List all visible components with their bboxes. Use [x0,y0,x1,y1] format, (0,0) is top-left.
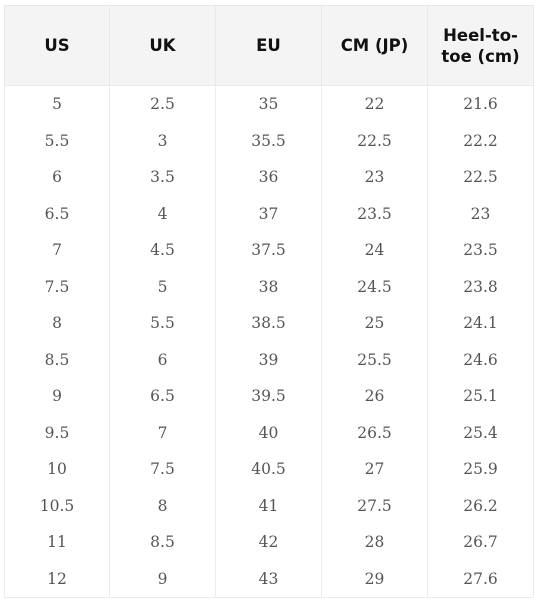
cell-heel-to-toe: 24.1 [427,305,534,342]
cell-heel-to-toe: 26.2 [427,487,534,524]
cell-uk: 5.5 [109,305,216,342]
cell-cm-jp: 26 [321,378,428,415]
cell-eu: 40.5 [215,451,322,488]
size-chart-header: US UK EU CM (JP) Heel-to-toe (cm) [4,5,534,86]
cell-us: 12 [4,560,110,598]
cell-uk: 8.5 [109,524,216,561]
cell-us: 7.5 [4,268,110,305]
cell-uk: 4.5 [109,232,216,269]
cell-us: 5 [4,85,110,123]
cell-uk: 2.5 [109,85,216,123]
cell-uk: 8 [109,487,216,524]
cell-uk: 7.5 [109,451,216,488]
header-us: US [4,5,110,86]
cell-eu: 39 [215,341,322,378]
cell-uk: 4 [109,195,216,232]
cell-us: 9 [4,378,110,415]
table-row: 7 4.5 37.5 24 23.5 [4,232,534,269]
size-chart-body: 5 2.5 35 22 21.6 5.5 3 35.5 22.5 22.2 6 3.5 36 23 22.5… [4,85,534,598]
cell-uk: 5 [109,268,216,305]
cell-us: 6.5 [4,195,110,232]
table-row: 6 3.5 36 23 22.5 [4,159,534,196]
cell-cm-jp: 23.5 [321,195,428,232]
cell-heel-to-toe: 23 [427,195,534,232]
cell-cm-jp: 22 [321,85,428,123]
table-row: 7.5 5 38 24.5 23.8 [4,268,534,305]
cell-cm-jp: 23 [321,159,428,196]
cell-us: 11 [4,524,110,561]
table-row: 9 6.5 39.5 26 25.1 [4,378,534,415]
cell-heel-to-toe: 23.5 [427,232,534,269]
cell-eu: 36 [215,159,322,196]
cell-us: 8 [4,305,110,342]
cell-cm-jp: 26.5 [321,414,428,451]
cell-uk: 3 [109,122,216,159]
size-chart-table: US UK EU CM (JP) Heel-to-toe (cm) 5 2.5 35… [4,5,534,598]
cell-heel-to-toe: 22.5 [427,159,534,196]
cell-eu: 39.5 [215,378,322,415]
header-row: US UK EU CM (JP) Heel-to-toe (cm) [4,5,534,86]
cell-eu: 40 [215,414,322,451]
cell-eu: 38.5 [215,305,322,342]
table-row: 5 2.5 35 22 21.6 [4,85,534,123]
cell-us: 9.5 [4,414,110,451]
table-row: 11 8.5 42 28 26.7 [4,524,534,561]
cell-uk: 7 [109,414,216,451]
cell-us: 6 [4,159,110,196]
cell-us: 8.5 [4,341,110,378]
cell-heel-to-toe: 22.2 [427,122,534,159]
cell-cm-jp: 29 [321,560,428,598]
cell-cm-jp: 24 [321,232,428,269]
cell-cm-jp: 27 [321,451,428,488]
cell-eu: 37 [215,195,322,232]
cell-uk: 6 [109,341,216,378]
cell-heel-to-toe: 21.6 [427,85,534,123]
cell-cm-jp: 25.5 [321,341,428,378]
cell-heel-to-toe: 25.9 [427,451,534,488]
cell-heel-to-toe: 27.6 [427,560,534,598]
cell-eu: 42 [215,524,322,561]
cell-heel-to-toe: 23.8 [427,268,534,305]
cell-uk: 6.5 [109,378,216,415]
cell-cm-jp: 28 [321,524,428,561]
cell-eu: 35.5 [215,122,322,159]
cell-us: 10.5 [4,487,110,524]
cell-uk: 3.5 [109,159,216,196]
table-row: 10 7.5 40.5 27 25.9 [4,451,534,488]
cell-heel-to-toe: 25.4 [427,414,534,451]
cell-heel-to-toe: 25.1 [427,378,534,415]
cell-eu: 35 [215,85,322,123]
cell-us: 7 [4,232,110,269]
cell-eu: 37.5 [215,232,322,269]
cell-cm-jp: 25 [321,305,428,342]
table-row: 5.5 3 35.5 22.5 22.2 [4,122,534,159]
cell-cm-jp: 27.5 [321,487,428,524]
cell-eu: 41 [215,487,322,524]
table-row: 8.5 6 39 25.5 24.6 [4,341,534,378]
cell-cm-jp: 22.5 [321,122,428,159]
table-row: 10.5 8 41 27.5 26.2 [4,487,534,524]
cell-heel-to-toe: 24.6 [427,341,534,378]
cell-cm-jp: 24.5 [321,268,428,305]
cell-uk: 9 [109,560,216,598]
cell-us: 10 [4,451,110,488]
table-row: 9.5 7 40 26.5 25.4 [4,414,534,451]
table-row: 8 5.5 38.5 25 24.1 [4,305,534,342]
header-uk: UK [109,5,216,86]
cell-eu: 38 [215,268,322,305]
header-heel-to-toe: Heel-to-toe (cm) [427,5,534,86]
header-cm-jp: CM (JP) [321,5,428,86]
cell-us: 5.5 [4,122,110,159]
header-eu: EU [215,5,322,86]
table-row: 12 9 43 29 27.6 [4,560,534,598]
cell-eu: 43 [215,560,322,598]
cell-heel-to-toe: 26.7 [427,524,534,561]
table-row: 6.5 4 37 23.5 23 [4,195,534,232]
